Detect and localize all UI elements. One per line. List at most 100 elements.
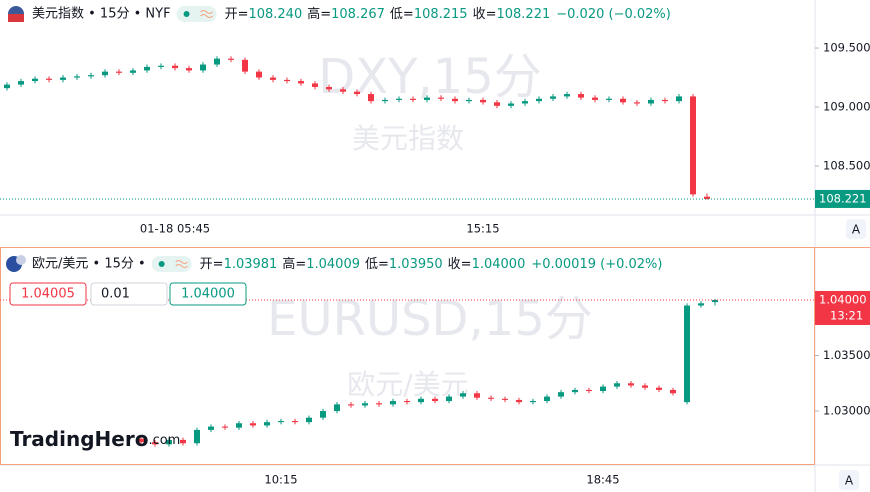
ohlc-label: 高=: [282, 256, 306, 272]
candle-body: [522, 101, 528, 104]
candle-body: [432, 398, 438, 402]
candle-body: [642, 385, 648, 388]
y-tick-label: 1.03500: [823, 348, 870, 362]
logo-suffix: .com: [148, 433, 180, 448]
watermark-subtitle: 欧元/美元: [347, 368, 468, 401]
candle-body: [656, 387, 662, 390]
watermark-subtitle: 美元指数: [352, 122, 464, 155]
candle-body: [628, 383, 634, 386]
auto-scale-label[interactable]: A: [845, 474, 854, 488]
watermark: DXY,15分: [318, 49, 542, 105]
candle-body: [312, 83, 318, 87]
candle-body: [578, 94, 584, 98]
candle-body: [376, 403, 382, 405]
candle-body: [558, 392, 564, 397]
logo-name: TradingHero: [10, 427, 148, 451]
candle-body: [698, 303, 704, 306]
candle-body: [270, 77, 276, 80]
candle-body: [606, 98, 612, 100]
candle-body: [712, 299, 718, 303]
candle-body: [530, 401, 536, 403]
ohlc-value: 108.221: [496, 7, 550, 22]
auto-scale-button[interactable]: [839, 470, 859, 490]
candle-body: [704, 196, 710, 199]
approx-icon: [200, 10, 213, 18]
y-tick-label: 1.03000: [823, 404, 870, 418]
candle-body: [614, 383, 620, 387]
approx-icon: [175, 260, 189, 268]
ohlc-label: 低=: [390, 7, 414, 22]
x-tick-label: 18:45: [586, 473, 619, 487]
y-tick-label: 108.500: [823, 159, 870, 173]
change-value: −0.020 (−0.02%): [556, 7, 671, 22]
ohlc-stats: 开=1.03981 高=1.04009 低=1.03950 收=1.04000 +0.0…: [200, 256, 663, 272]
order-input[interactable]: [90, 282, 168, 306]
candle-body: [278, 421, 284, 423]
candle-body: [292, 421, 298, 423]
candle-body: [88, 75, 94, 77]
candle-body: [186, 68, 192, 71]
symbol-title: 欧元/美元 • 15分 •: [32, 257, 146, 272]
candle-body: [228, 58, 234, 60]
order-input-value: 0.01: [101, 287, 130, 302]
candle-body: [152, 442, 158, 445]
candle-body: [172, 65, 178, 69]
countdown: 13:21: [830, 308, 863, 322]
visibility-toggle[interactable]: [176, 6, 217, 22]
ohlc-label: 低=: [365, 257, 389, 272]
y-tick-label: 109.000: [823, 100, 870, 114]
visibility-icon: [158, 261, 165, 267]
candle-body: [404, 401, 410, 403]
candle-body: [620, 98, 626, 103]
ohlc-label: 开=: [200, 257, 224, 272]
candle-body: [264, 422, 270, 426]
candle-body: [544, 396, 550, 402]
candle-body: [684, 305, 690, 403]
candle-body: [242, 59, 248, 72]
auto-scale-label[interactable]: A: [852, 223, 861, 237]
last-price-tag: [815, 290, 870, 325]
candle-body: [298, 81, 304, 84]
candle-body: [348, 404, 354, 406]
candle-body: [32, 78, 38, 82]
symbol-title: 美元指数 • 15分 • NYF: [32, 7, 171, 22]
candle-body: [480, 99, 486, 103]
candle-body: [222, 426, 228, 428]
candle-body: [74, 76, 80, 78]
candle-body: [516, 399, 522, 403]
candle-body: [466, 99, 472, 102]
order-input[interactable]: [9, 282, 87, 306]
candle-body: [662, 99, 668, 102]
ohlc-value: 108.240: [248, 7, 302, 22]
candle-body: [194, 429, 200, 444]
watermark: EURUSD,15分: [267, 291, 593, 347]
auto-scale-button[interactable]: [846, 219, 866, 239]
ohlc-value: 1.04000: [472, 257, 526, 272]
ohlc-value: 1.03981: [224, 257, 278, 272]
candle-body: [306, 417, 312, 423]
candle-body: [494, 102, 500, 106]
candle-body: [236, 423, 242, 428]
order-input[interactable]: [169, 282, 247, 306]
ohlc-label: 收=: [448, 257, 472, 272]
us-flag-icon: [8, 14, 24, 22]
candle-body: [158, 65, 164, 67]
candle-body: [536, 98, 542, 102]
ohlc-stats: 开=108.240 高=108.267 低=108.215 收=108.221 −0.0…: [225, 6, 671, 22]
y-tick-label: 109.500: [823, 41, 870, 55]
candle-body: [326, 86, 332, 90]
candle-body: [284, 79, 290, 82]
visibility-toggle[interactable]: [151, 256, 192, 272]
candle-body: [564, 94, 570, 97]
candle-body: [138, 438, 144, 443]
candle-body: [116, 71, 122, 73]
ohlc-value: 108.267: [331, 7, 385, 22]
candle-body: [250, 423, 256, 426]
candle-body: [144, 66, 150, 71]
last-price-label: 1.04000: [819, 292, 867, 306]
candle-body: [354, 91, 360, 95]
candle-body: [396, 98, 402, 100]
ohlc-value: 1.04009: [306, 257, 360, 272]
candle-body: [60, 77, 66, 80]
